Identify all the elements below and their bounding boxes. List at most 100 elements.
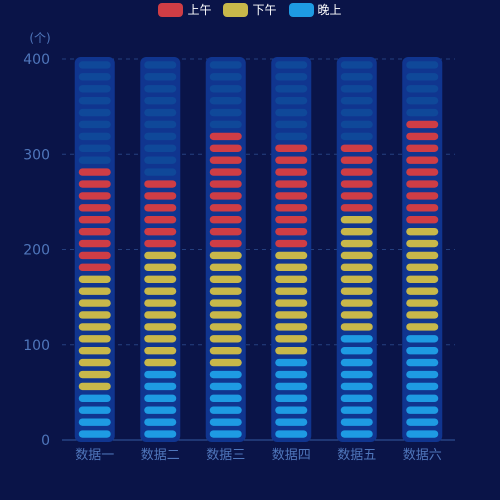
bar-segment (275, 239, 308, 248)
bar-segment (78, 358, 111, 367)
bar-segment (144, 394, 177, 403)
bar-segment-empty (340, 73, 373, 81)
bar-segment (275, 180, 308, 188)
bar-segment (406, 323, 439, 331)
bar-segment (209, 156, 242, 164)
bar-segment (78, 394, 111, 403)
bar-segment (78, 287, 111, 295)
bar-segment (406, 358, 439, 367)
bar-segment (406, 382, 439, 391)
bar-segment-empty (144, 120, 177, 129)
bar-segment (78, 430, 111, 438)
bar-segment (275, 382, 308, 391)
bar-segment (275, 347, 308, 355)
bar-segment-empty (78, 85, 111, 93)
bar-segment-empty (340, 132, 373, 141)
bar-segment-empty (144, 73, 177, 81)
bar-segment (144, 418, 177, 426)
bar-segment-empty (340, 96, 373, 105)
bar-segment (340, 287, 373, 295)
legend-swatch-morning (158, 3, 184, 17)
bar-segment-empty (209, 61, 242, 69)
bar-segment (406, 204, 439, 212)
bar-segment (340, 227, 373, 236)
bar-segment (406, 168, 439, 176)
bar-segment (144, 323, 177, 331)
bar-segment (340, 192, 373, 200)
bar-segment-empty (209, 108, 242, 117)
bar-segment-empty (209, 96, 242, 105)
bar-segment-empty (144, 108, 177, 117)
bar-segment-empty (340, 85, 373, 93)
bar-segment (209, 168, 242, 176)
bar-segment (144, 299, 177, 307)
bar-segment (209, 287, 242, 295)
bar-segment (406, 418, 439, 426)
bar-segment (144, 180, 177, 188)
bar-segment (209, 430, 242, 438)
bar-segment-empty (340, 108, 373, 117)
bar-segment (340, 251, 373, 260)
bar-segment-empty (144, 61, 177, 69)
bar-segment (406, 275, 439, 283)
bar-segment-empty (406, 85, 439, 93)
bar-segment (275, 430, 308, 438)
bar-segment (406, 156, 439, 164)
bar-segment-empty (340, 61, 373, 69)
x-tick-label: 数据三 (206, 448, 245, 463)
bar-track (402, 57, 443, 442)
bar-segment (209, 335, 242, 343)
y-tick-label: 200 (23, 243, 50, 259)
bar-segment (275, 263, 308, 272)
bar-segment-empty (78, 144, 111, 152)
bar-segment (340, 216, 373, 224)
bar-segment (144, 311, 177, 319)
bar-segment (275, 335, 308, 343)
bar-segment (275, 311, 308, 319)
bar-segment (275, 287, 308, 295)
bar-track (140, 57, 181, 442)
bar-segment (78, 275, 111, 283)
bar-segment (340, 347, 373, 355)
bar-segment (275, 216, 308, 224)
legend-item-evening[interactable]: 晚上 (288, 3, 342, 17)
bar-segment (340, 299, 373, 307)
bar-segment (275, 406, 308, 414)
bar-segment-empty (209, 85, 242, 93)
bar-segment (275, 168, 308, 176)
bar-segment (144, 382, 177, 391)
bar-segment (78, 263, 111, 272)
bar-segment (406, 335, 439, 343)
chart-legend: 上午 下午 晚上 (0, 3, 500, 17)
bar-segment (406, 239, 439, 248)
bar-segment (406, 192, 439, 200)
bar-segment (209, 192, 242, 200)
bar-segment (340, 430, 373, 438)
legend-item-afternoon[interactable]: 下午 (223, 3, 277, 17)
x-tick-label: 数据五 (337, 448, 376, 463)
bar-segment (209, 275, 242, 283)
bar-segment-empty (406, 61, 439, 69)
legend-item-morning[interactable]: 上午 (158, 3, 211, 17)
bar-segment (406, 394, 439, 403)
x-tick-label: 数据四 (272, 448, 311, 463)
bar-segment (78, 204, 111, 212)
x-tick-label: 数据二 (141, 448, 180, 463)
bar-segment (209, 358, 242, 367)
bar-segment-empty (144, 85, 177, 93)
legend-swatch-evening (288, 3, 314, 17)
bar-segment (78, 418, 111, 426)
bar-segment-empty (275, 132, 308, 141)
bar-segment (209, 251, 242, 260)
bar-segment (406, 227, 439, 236)
bar-track (74, 57, 115, 442)
y-tick-label: 100 (23, 338, 50, 354)
bar-segment (340, 180, 373, 188)
bar-segment (209, 347, 242, 355)
y-tick-label: 400 (23, 52, 50, 68)
bar-segment (78, 168, 111, 176)
bar-segment (144, 406, 177, 414)
bar-segment (144, 239, 177, 248)
x-tick-label: 数据六 (403, 448, 442, 463)
bar-segment (340, 204, 373, 212)
